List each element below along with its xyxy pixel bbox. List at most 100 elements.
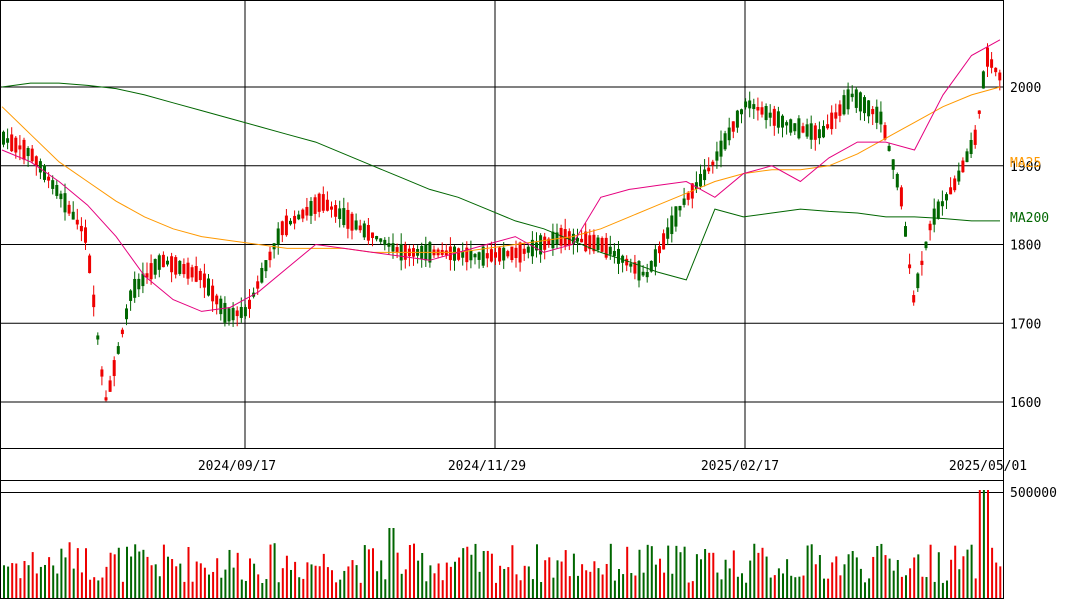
volume-bar [950, 559, 953, 598]
volume-bar [773, 575, 776, 598]
candle-body [461, 251, 465, 258]
candle-body [576, 237, 579, 242]
volume-bar [966, 549, 969, 598]
candle-body [120, 329, 124, 335]
candle-body [633, 262, 637, 274]
candle-body [239, 306, 243, 318]
volume-bar [782, 573, 784, 598]
candle-body [260, 267, 264, 283]
volume-bar [285, 555, 288, 598]
candle-body [682, 198, 686, 205]
volume-bar [864, 582, 866, 598]
volume-bar [667, 545, 670, 598]
volume-bar [314, 565, 317, 598]
candle-body [535, 242, 538, 251]
x-tick-label: 2025/05/01 [949, 459, 1027, 474]
volume-bar [224, 569, 227, 598]
candle-body [924, 241, 928, 249]
candle-body [707, 167, 711, 172]
volume-bar [700, 559, 702, 598]
candle-body [30, 148, 34, 162]
volume-bar [527, 566, 530, 598]
candle-body [674, 206, 678, 227]
candle-body [383, 239, 387, 246]
volume-max-label: 500000 [1010, 486, 1057, 501]
grid-lines [0, 0, 1004, 448]
candle-body [776, 111, 780, 128]
volume-bar [23, 560, 26, 598]
volume-bar [396, 552, 399, 598]
candle-body [822, 125, 825, 138]
volume-bar [753, 543, 756, 598]
candle-body [75, 219, 79, 225]
volume-bar [823, 578, 825, 598]
candle-body [309, 201, 313, 216]
candle-body [391, 243, 395, 252]
candle-body [928, 223, 932, 231]
volume-bar [552, 577, 555, 598]
volume-bar [44, 564, 46, 598]
candle-body [617, 248, 620, 264]
candle-body [6, 138, 10, 143]
volume-bar [212, 571, 215, 598]
volume-bar [478, 571, 481, 598]
volume-bar [462, 548, 465, 598]
candle-body [981, 71, 985, 89]
volume-bar [970, 544, 973, 598]
candle-body [166, 260, 169, 265]
candle-body [174, 257, 178, 275]
candle-body [969, 139, 973, 155]
volume-bar [306, 562, 309, 598]
volume-bar [273, 543, 276, 598]
candle-body [801, 126, 805, 133]
candle-body [469, 250, 473, 261]
volume-bar [179, 563, 182, 598]
candle-body [116, 346, 120, 354]
candle-body [301, 209, 305, 219]
volume-bar [536, 544, 538, 598]
volume-bar [568, 576, 571, 598]
candle-body [518, 242, 522, 263]
candle-body [920, 260, 924, 265]
volume-bar [64, 557, 67, 598]
candle-body [494, 252, 497, 258]
candle-body [100, 369, 104, 377]
volume-bar [987, 490, 989, 598]
candle-body [641, 271, 645, 276]
volume-bar [745, 582, 748, 598]
volume-bar [921, 576, 924, 598]
volume-bar [581, 564, 584, 598]
volume-bar [503, 568, 506, 598]
candle-body [879, 111, 883, 125]
candle-body [22, 139, 26, 160]
volume-bar [716, 572, 719, 598]
volume-bar [265, 579, 268, 598]
candle-body [760, 107, 764, 115]
volume-bar [355, 565, 358, 598]
candle-body [932, 208, 936, 225]
volume-bar [929, 544, 932, 598]
volume-bar [449, 566, 452, 598]
volume-bar [261, 582, 264, 598]
candle-body [612, 250, 616, 257]
volume-bar [228, 549, 231, 598]
volume-bar [495, 582, 497, 598]
candle-body [830, 112, 834, 130]
volume-bar [220, 577, 223, 598]
candle-body [953, 178, 957, 191]
volume-bar [281, 568, 284, 598]
volume-bar [695, 554, 698, 598]
candle-body [186, 262, 190, 279]
volume-bar [253, 563, 256, 598]
volume-bar [134, 544, 137, 598]
volume-bar [839, 575, 842, 598]
volume-bar [749, 560, 752, 598]
candle-body [51, 180, 55, 189]
candle-body [14, 137, 18, 153]
volume-bar [298, 577, 301, 598]
volume-bar [937, 552, 940, 598]
volume-bar [597, 568, 600, 598]
volume-bar [519, 580, 522, 598]
volume-bar [724, 559, 727, 598]
volume-bar [400, 573, 403, 598]
